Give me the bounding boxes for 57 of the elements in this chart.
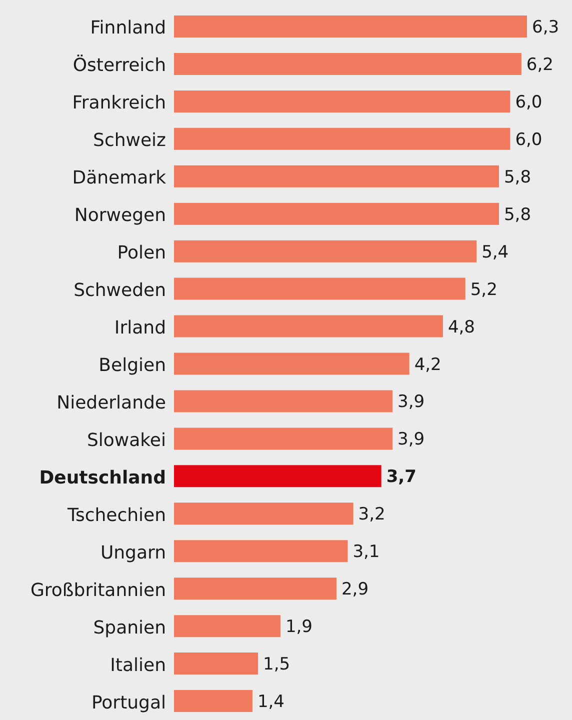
y-tick-label: Österreich	[72, 54, 166, 76]
data-label: 3,9	[398, 392, 425, 412]
bar	[174, 652, 258, 675]
bar	[174, 615, 280, 638]
y-tick-label: Frankreich	[72, 92, 166, 114]
data-label: 1,4	[257, 692, 284, 712]
bar	[174, 15, 527, 38]
data-label: 5,8	[504, 167, 532, 188]
bar	[174, 690, 252, 712]
y-tick-label: Finnland	[90, 18, 166, 39]
y-tick-label: Italien	[110, 654, 166, 676]
data-label: 6,3	[532, 17, 560, 38]
y-tick-label: Deutschland	[39, 467, 166, 488]
y-tick-label: Portugal	[91, 692, 166, 714]
y-tick-label: Niederlande	[56, 392, 166, 414]
bar	[174, 52, 522, 75]
bar	[174, 352, 410, 375]
bar	[174, 428, 393, 450]
bar	[174, 240, 477, 262]
data-label: 5,2	[470, 280, 498, 300]
y-tick-label: Schweiz	[93, 130, 166, 152]
data-label: 5,4	[482, 242, 509, 262]
data-label: 4,2	[414, 354, 442, 375]
y-tick-label: Tschechien	[66, 504, 166, 526]
y-tick-label: Schweden	[74, 280, 166, 302]
bar	[174, 390, 393, 412]
bar	[174, 202, 499, 225]
bar	[174, 165, 499, 188]
data-label: 3,7	[386, 467, 416, 488]
bar	[174, 578, 336, 600]
bar	[174, 90, 510, 112]
data-label: 6,0	[515, 130, 542, 150]
y-tick-label: Polen	[117, 242, 166, 264]
y-tick-label: Ungarn	[100, 542, 166, 564]
y-tick-label: Dänemark	[72, 168, 167, 189]
y-tick-label: Norwegen	[74, 205, 166, 226]
y-tick-label: Belgien	[98, 355, 166, 376]
y-tick-label: Spanien	[93, 617, 166, 638]
data-label: 6,0	[515, 92, 542, 112]
y-tick-label: Irland	[114, 318, 166, 339]
bar	[174, 465, 382, 488]
data-label: 3,1	[352, 542, 380, 562]
data-label: 5,8	[504, 204, 532, 225]
y-tick-label: Slowakei	[86, 430, 166, 451]
data-label: 6,2	[526, 54, 554, 75]
data-label: 1,5	[263, 654, 290, 675]
y-tick-label: Großbritannien	[30, 580, 166, 601]
bar	[174, 540, 348, 562]
data-label: 4,8	[448, 317, 475, 338]
data-label: 3,9	[398, 430, 425, 450]
bar	[174, 315, 443, 338]
data-label: 1,9	[285, 617, 313, 638]
data-label: 3,2	[358, 504, 386, 525]
data-label: 2,9	[341, 580, 369, 600]
bar	[174, 502, 354, 525]
bar	[174, 128, 510, 150]
bar	[174, 278, 466, 300]
